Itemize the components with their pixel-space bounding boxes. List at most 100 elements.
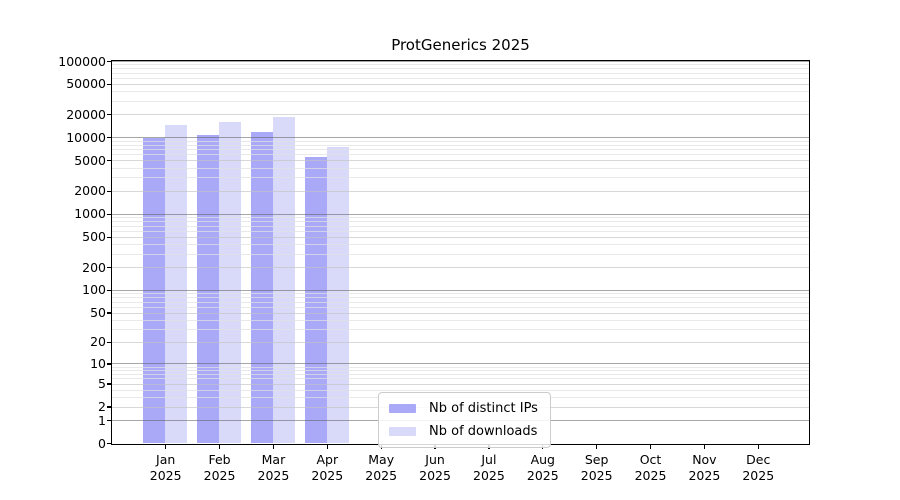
y-tick	[107, 406, 111, 408]
y-tick-label: 100000	[58, 53, 106, 69]
x-tick-label-oct: Oct 2025	[634, 452, 667, 483]
x-tick	[272, 445, 275, 449]
x-tick	[703, 445, 705, 449]
x-tick-label-apr: Apr 2025	[311, 452, 344, 483]
gridline-minor	[112, 167, 809, 169]
gridline-minor	[112, 244, 809, 246]
x-tick	[596, 445, 598, 449]
y-tick-label: 50	[90, 305, 106, 321]
x-tick-label-jul: Jul 2025	[473, 452, 505, 483]
x-tick	[326, 445, 328, 449]
x-tick-label-may: May 2025	[365, 452, 398, 483]
gridline-minor	[112, 366, 809, 368]
gridline-minor	[112, 370, 809, 372]
y-tick-label: 20	[90, 334, 106, 350]
bar-feb-distinct-ips	[197, 134, 220, 443]
gridline-minor	[112, 329, 809, 331]
x-tick	[757, 445, 759, 449]
gridline	[112, 236, 809, 238]
y-tick-label: 10	[90, 355, 106, 371]
gridline-minor	[112, 225, 809, 227]
y-tick	[107, 442, 111, 445]
x-tick-label-sep: Sep 2025	[580, 452, 613, 483]
gridline-minor	[112, 297, 809, 299]
chart-title: ProtGenerics 2025	[391, 36, 530, 54]
gridline-minor	[112, 177, 809, 179]
gridline-minor	[112, 68, 809, 70]
gridline	[112, 289, 809, 291]
y-tick	[107, 213, 111, 215]
y-tick	[107, 419, 111, 422]
y-tick-label: 1000	[74, 206, 106, 222]
gridline-minor	[112, 100, 809, 102]
gridline-minor	[112, 319, 809, 321]
y-tick	[107, 312, 111, 314]
gridline-minor	[112, 154, 809, 156]
bar-mar-distinct-ips	[250, 132, 273, 443]
y-tick-label: 200	[82, 259, 106, 275]
x-tick-label-jun: Jun 2025	[419, 452, 451, 483]
y-tick-label: 50000	[66, 76, 106, 92]
legend-item-distinct-ips: Nb of distinct IPs	[389, 399, 538, 418]
x-tick	[165, 445, 167, 449]
gridline-minor	[112, 217, 809, 219]
gridline	[112, 83, 809, 85]
y-tick-label: 100	[82, 282, 106, 298]
gridline	[112, 267, 809, 269]
y-tick-label: 10000	[66, 129, 106, 145]
y-tick-label: 500	[82, 229, 106, 245]
y-tick	[107, 190, 111, 192]
y-tick	[107, 236, 111, 238]
bar-mar-downloads	[272, 116, 295, 443]
y-tick-label: 5	[98, 376, 106, 392]
gridline	[112, 114, 809, 116]
gridline	[112, 61, 809, 62]
gridline-minor	[112, 140, 809, 142]
y-tick-label: 2000	[74, 183, 106, 199]
legend-swatch-distinct-ips-icon	[389, 404, 416, 413]
x-tick	[649, 445, 652, 449]
x-tick-label-aug: Aug 2025	[526, 452, 559, 483]
y-tick	[107, 160, 111, 162]
gridline-minor	[112, 306, 809, 308]
x-tick-label-feb: Feb 2025	[203, 452, 236, 483]
legend-swatch-downloads-icon	[389, 427, 416, 436]
gridline-minor	[112, 374, 809, 375]
bar-apr-distinct-ips	[304, 157, 327, 443]
gridline	[112, 190, 809, 192]
y-tick	[107, 363, 111, 365]
plot-area	[111, 60, 810, 445]
gridline-minor	[112, 293, 809, 295]
legend-label-downloads: Nb of downloads	[429, 424, 538, 439]
x-tick-label-nov: Nov 2025	[688, 452, 721, 483]
gridline-minor	[112, 389, 809, 391]
x-tick-label-mar: Mar 2025	[257, 452, 290, 483]
gridline	[112, 213, 809, 215]
y-tick-label: 2	[98, 399, 106, 415]
x-tick-label-dec: Dec 2025	[742, 452, 775, 483]
bar-apr-downloads	[326, 146, 349, 443]
gridline-minor	[112, 253, 809, 255]
y-tick	[107, 60, 111, 63]
bar-feb-downloads	[219, 122, 242, 443]
legend-label-distinct-ips: Nb of distinct IPs	[429, 401, 538, 416]
gridline	[112, 341, 809, 343]
y-tick-label: 0	[98, 435, 106, 451]
gridline-minor	[112, 144, 809, 146]
gridline-minor	[112, 77, 809, 79]
y-tick	[107, 114, 111, 116]
gridline	[112, 160, 809, 162]
gridline	[112, 363, 809, 365]
legend-item-downloads: Nb of downloads	[389, 422, 538, 441]
gridline	[112, 383, 809, 385]
y-tick	[107, 383, 111, 385]
gridline	[112, 137, 809, 139]
gridline-minor	[112, 221, 809, 223]
y-tick-label: 5000	[74, 152, 106, 168]
y-tick	[107, 83, 111, 86]
y-tick	[107, 341, 111, 344]
gridline-minor	[112, 378, 809, 380]
gridline-minor	[112, 230, 809, 232]
gridline-minor	[112, 64, 809, 66]
gridline-minor	[112, 91, 809, 93]
